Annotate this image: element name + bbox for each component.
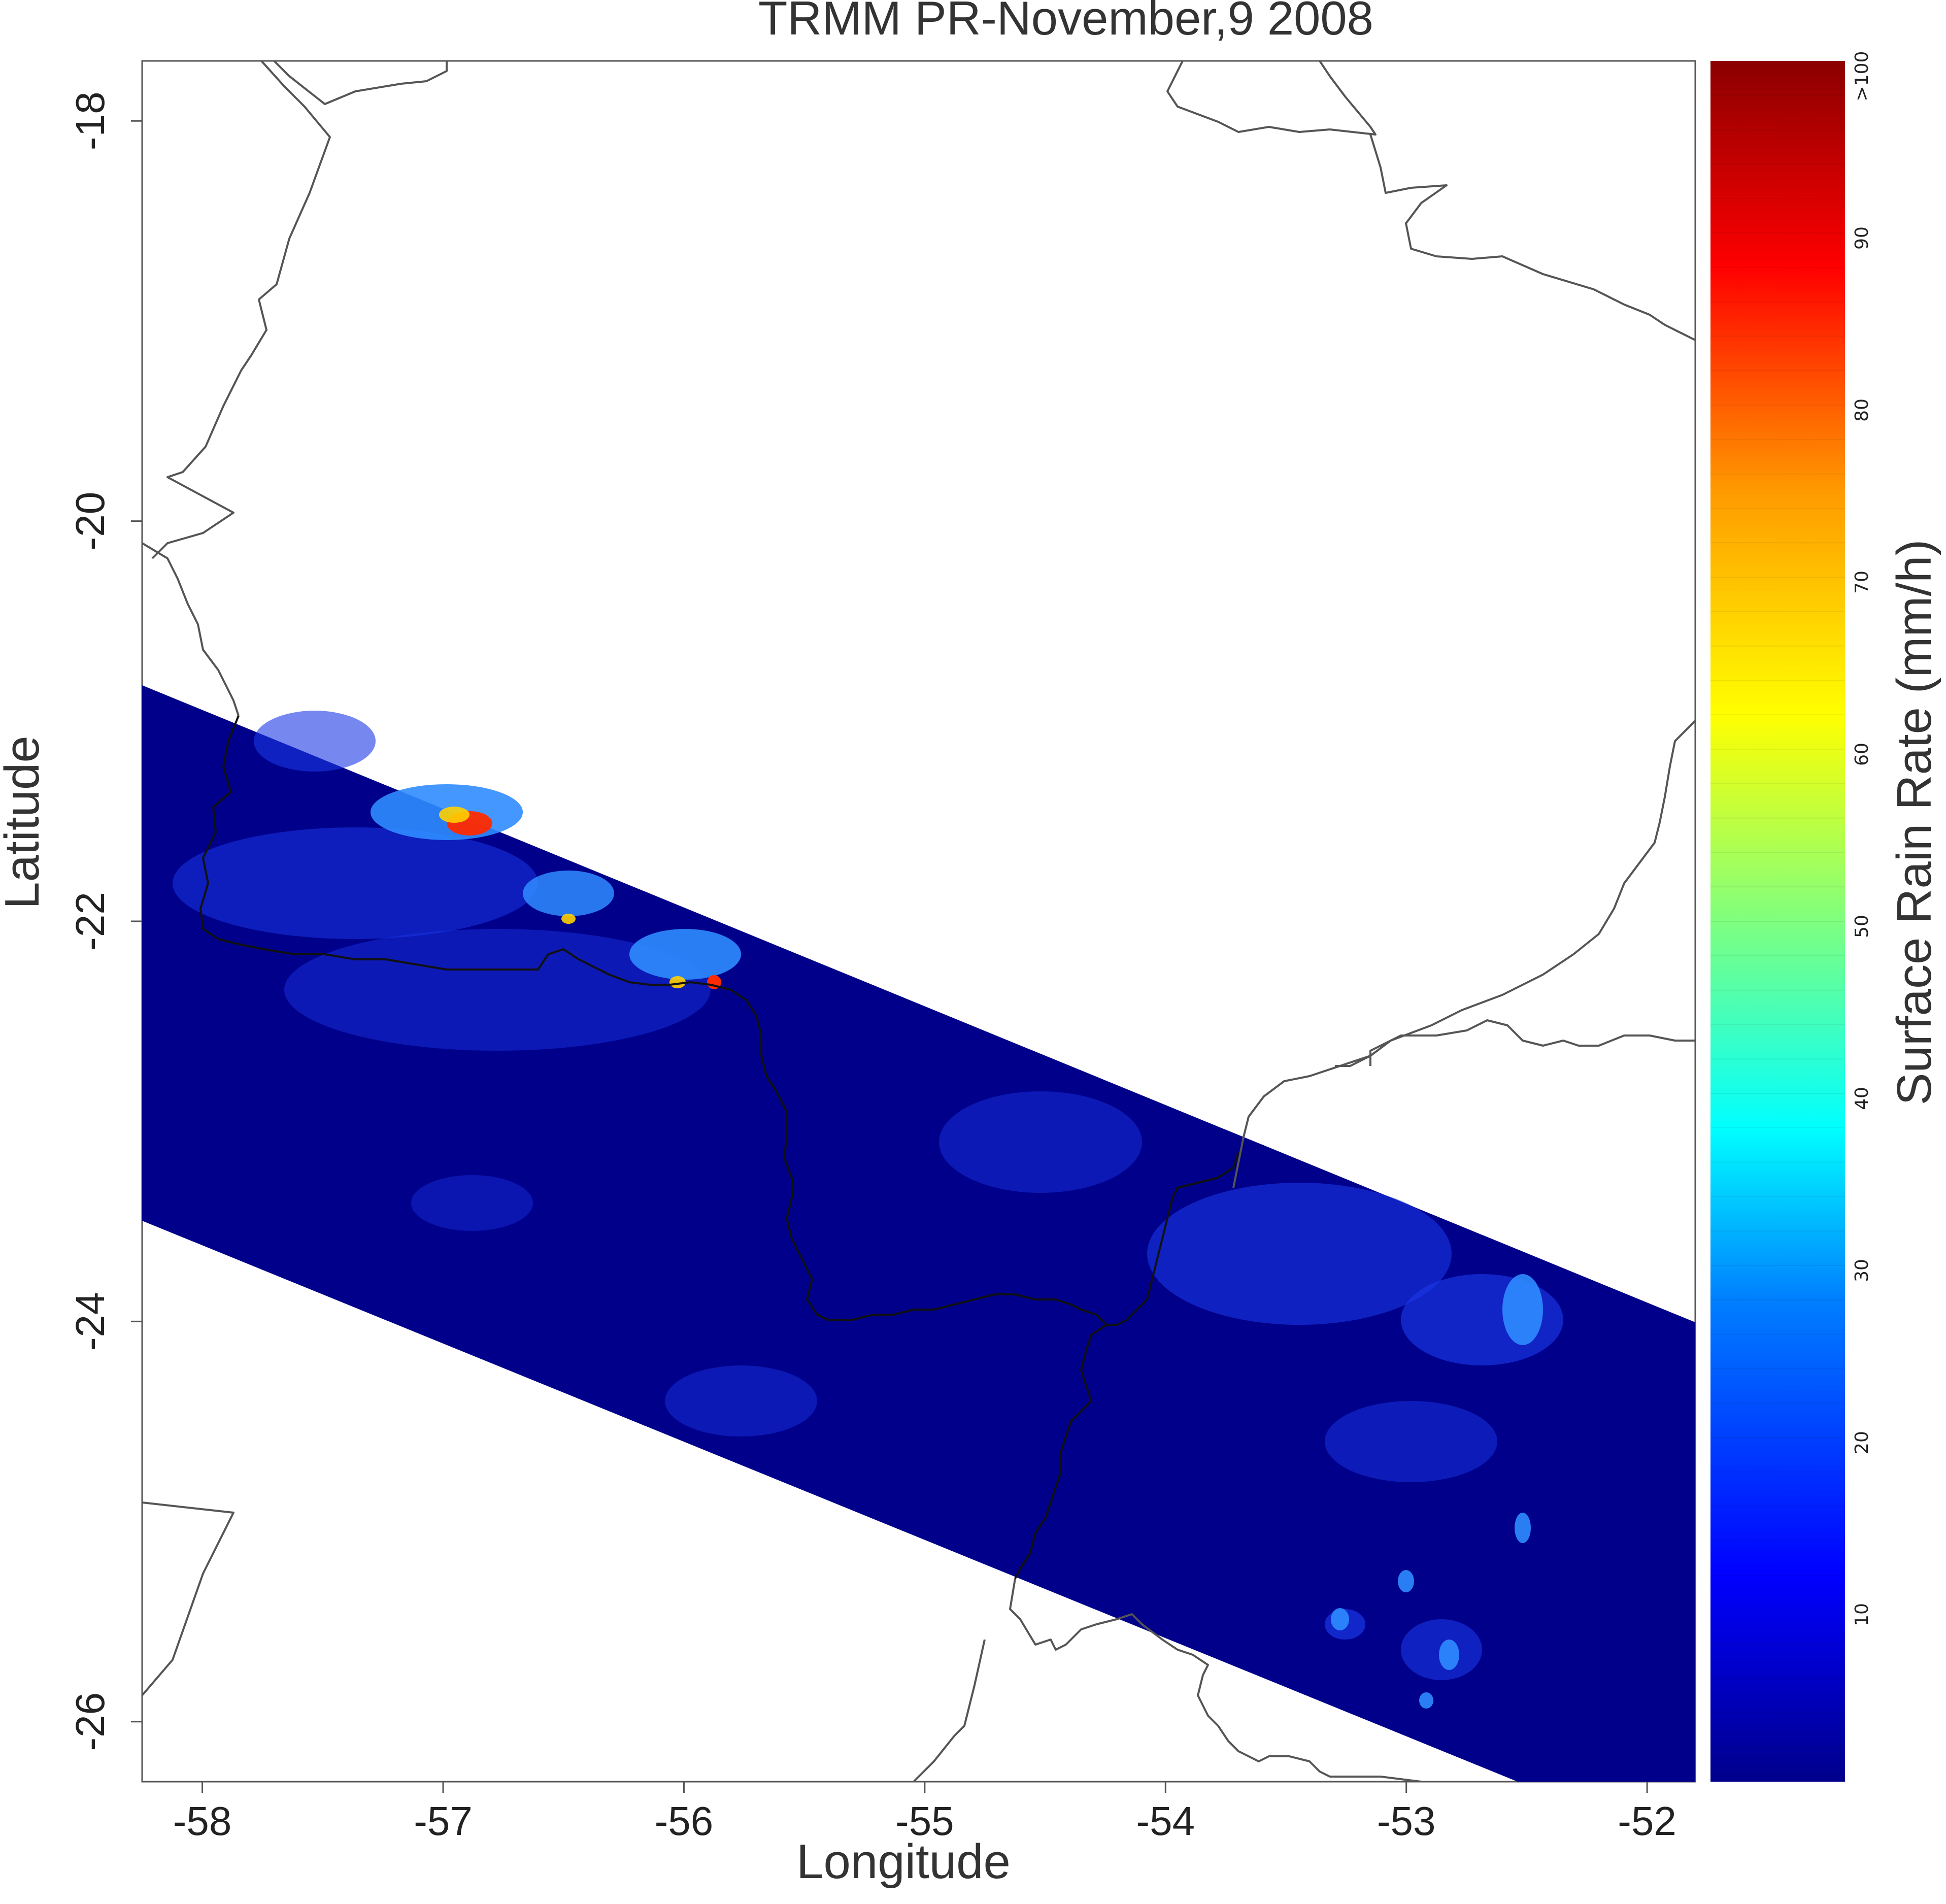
colorbar-tick-label: 40	[1852, 1087, 1872, 1110]
y-tick-label: -24	[68, 1292, 113, 1351]
rain-cell	[1325, 1401, 1497, 1482]
rain-cell	[1515, 1513, 1531, 1543]
colorbar-tick-label: 20	[1852, 1431, 1872, 1454]
y-tick-label: -22	[68, 892, 113, 951]
boundary-line	[1009, 1578, 1422, 1782]
boundary-line	[142, 1501, 234, 1696]
boundary-line	[913, 1639, 986, 1782]
rain-cell	[439, 807, 469, 823]
rain-cell	[1502, 1274, 1543, 1345]
x-tick-label: -53	[1377, 1798, 1436, 1844]
boundary-line	[1232, 1055, 1371, 1188]
rain-cell	[1398, 1570, 1414, 1592]
colorbar-tick-label: 50	[1852, 915, 1872, 938]
border-line	[1014, 1324, 1108, 1579]
rain-cell	[173, 827, 538, 939]
map-title: TRMM PR-November,9 2008	[758, 0, 1373, 45]
x-tick-label: -55	[895, 1798, 954, 1844]
x-tick-label: -58	[173, 1798, 232, 1844]
boundary-line	[1369, 1019, 1695, 1066]
rain-cell	[523, 871, 614, 916]
trmm-swath	[142, 685, 1695, 1782]
y-tick-label: -18	[68, 91, 113, 150]
y-tick-label: -20	[68, 492, 113, 551]
x-tick-label: -56	[655, 1798, 714, 1844]
rain-cell	[1331, 1608, 1349, 1630]
boundary-line	[151, 61, 331, 559]
boundary-line	[1369, 134, 1695, 341]
x-tick-label: -54	[1136, 1798, 1195, 1844]
rain-cell	[411, 1175, 533, 1231]
rain-cell	[1147, 1183, 1452, 1325]
x-tick-label: -57	[414, 1798, 473, 1844]
colorbar-tick-label: 60	[1852, 743, 1872, 766]
state-boundaries	[142, 61, 1695, 1782]
country-borders	[199, 715, 1239, 1579]
boundary-line	[1166, 61, 1377, 136]
y-tick-label: -26	[68, 1692, 113, 1751]
border-line	[199, 715, 1239, 1326]
colorbar-tick-label: 10	[1852, 1603, 1872, 1626]
rain-cell	[1439, 1640, 1459, 1670]
x-axis-title: Longitude	[796, 1834, 1011, 1889]
colorbar	[1710, 61, 1845, 1782]
boundary-line	[273, 61, 448, 105]
x-tick-label: -52	[1618, 1798, 1676, 1844]
boundary-line	[142, 542, 240, 716]
colorbar-tick-label: 70	[1852, 571, 1872, 594]
rain-cell	[629, 929, 741, 980]
colorbar-bands	[1710, 94, 1845, 1748]
colorbar-label: Surface Rain Rate (mm/h)	[1887, 539, 1941, 1105]
rain-cell	[665, 1365, 817, 1437]
rain-cell	[561, 914, 576, 924]
rain-cell	[1419, 1692, 1433, 1709]
light-rain-cells	[173, 711, 1563, 1680]
colorbar-tick-label: >100	[1852, 51, 1872, 102]
colorbar-tick-label: 30	[1852, 1259, 1872, 1282]
colorbar-tick-label: 90	[1852, 226, 1872, 250]
colorbar-ticks: 10 20 30 40 50 60 70 80 90 >100	[1852, 51, 1872, 1626]
rain-cell	[939, 1091, 1142, 1193]
rain-cell	[254, 711, 376, 772]
y-axis-title: Latitude	[0, 736, 49, 909]
colorbar-tick-label: 80	[1852, 398, 1872, 422]
x-axis: -58 -57 -56 -55 -54 -53 -52	[173, 1782, 1676, 1844]
y-axis: -18 -20 -22 -24 -26	[68, 91, 142, 1751]
